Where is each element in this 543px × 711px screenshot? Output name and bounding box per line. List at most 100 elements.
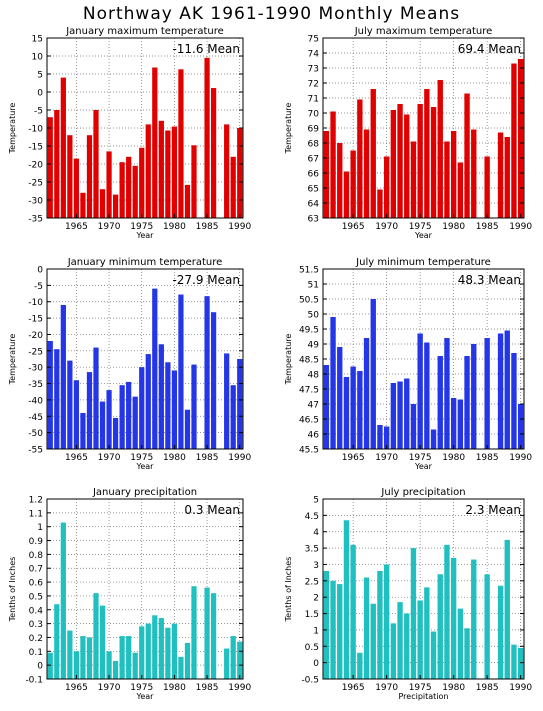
bar	[204, 296, 210, 449]
bar	[390, 623, 397, 679]
y-tick-label: 72	[308, 80, 319, 90]
bar	[457, 162, 464, 218]
bar	[67, 135, 73, 218]
bar	[377, 189, 383, 218]
x-tick-label: 1990	[228, 453, 251, 463]
bar	[410, 404, 417, 449]
y-tick-label: 1.1	[29, 509, 43, 519]
bar	[224, 648, 230, 679]
x-axis-label: Year	[414, 231, 433, 240]
bar	[337, 143, 343, 218]
x-tick-label: 1975	[409, 453, 432, 463]
bar	[504, 330, 510, 449]
y-tick-label: 50	[308, 311, 320, 321]
y-tick-label: 65	[308, 185, 319, 195]
bar	[484, 574, 490, 679]
y-tick-label: 15	[32, 35, 43, 45]
x-axis-label: Year	[414, 462, 433, 471]
x-axis-label: Year	[136, 692, 155, 701]
y-tick-label: -0.5	[301, 676, 319, 686]
bar	[383, 426, 390, 449]
chart-title: July precipitation	[380, 487, 465, 498]
bar	[410, 141, 417, 218]
bar	[511, 644, 517, 679]
y-tick-label: 0	[313, 659, 319, 669]
bar	[204, 587, 210, 679]
x-axis-label: Year	[136, 462, 155, 471]
bar	[383, 564, 390, 679]
bar	[484, 338, 490, 449]
y-tick-label: 51	[308, 281, 319, 291]
bar	[158, 120, 164, 218]
y-axis-label: Tenths of Inches	[8, 557, 17, 623]
y-tick-label: 4.5	[305, 512, 319, 522]
bar	[106, 151, 112, 218]
y-tick-label: 46	[308, 431, 320, 441]
y-tick-label: 0.3	[29, 620, 43, 630]
bar	[119, 385, 125, 449]
y-tick-label: 49.5	[299, 326, 319, 336]
bar	[132, 396, 138, 449]
y-tick-label: -40	[28, 396, 43, 406]
bar	[54, 349, 60, 449]
bar	[112, 417, 119, 449]
bar	[471, 559, 477, 679]
bar	[60, 522, 66, 679]
bar	[357, 99, 363, 218]
y-tick-label: 0.9	[29, 537, 44, 547]
bar	[178, 294, 184, 449]
bar	[67, 360, 73, 449]
x-tick-label: 1965	[65, 222, 88, 232]
mean-label: 2.3 Mean	[465, 503, 521, 517]
bar	[457, 399, 464, 449]
bar	[152, 67, 158, 219]
page-title: Northway AK 1961-1990 Monthly Means	[82, 4, 461, 24]
x-tick-label: 1965	[342, 683, 365, 693]
bar	[323, 571, 330, 679]
x-tick-label: 1980	[442, 453, 465, 463]
bar	[106, 390, 112, 449]
y-tick-label: 1	[37, 523, 43, 533]
bar	[132, 165, 138, 218]
bar	[464, 628, 470, 679]
bar	[171, 126, 178, 218]
bar	[337, 584, 343, 679]
x-tick-label: 1980	[163, 453, 186, 463]
y-tick-label: -30	[28, 197, 43, 207]
bar	[191, 364, 197, 449]
bar	[60, 77, 66, 218]
bar	[511, 353, 517, 449]
mean-label: 69.4 Mean	[458, 42, 521, 56]
bar	[330, 317, 336, 449]
plot-frame	[322, 37, 525, 219]
bar	[93, 110, 99, 218]
bar	[430, 631, 437, 679]
x-tick-label: 1970	[98, 683, 121, 693]
bar	[171, 623, 178, 679]
y-tick-label: 48.5	[299, 356, 319, 366]
bar	[357, 371, 363, 449]
plot-frame	[46, 498, 244, 680]
plot-frame	[46, 37, 244, 219]
x-axis-label: Year	[136, 231, 155, 240]
chart-title: January precipitation	[92, 487, 197, 498]
bar	[450, 131, 457, 218]
bar	[191, 586, 197, 679]
bar	[497, 132, 504, 218]
bar	[230, 156, 236, 218]
y-tick-label: 5	[313, 496, 319, 506]
y-tick-label: -5	[34, 107, 43, 117]
bar	[230, 385, 236, 449]
bar	[54, 110, 60, 218]
chart-title: January minimum temperature	[67, 257, 223, 268]
bar	[404, 613, 410, 679]
x-tick-label: 1985	[196, 222, 219, 232]
bar	[152, 288, 158, 449]
bar	[437, 356, 443, 449]
bar	[430, 107, 437, 218]
bar	[404, 378, 410, 449]
bar	[80, 636, 86, 679]
bar	[171, 370, 178, 449]
